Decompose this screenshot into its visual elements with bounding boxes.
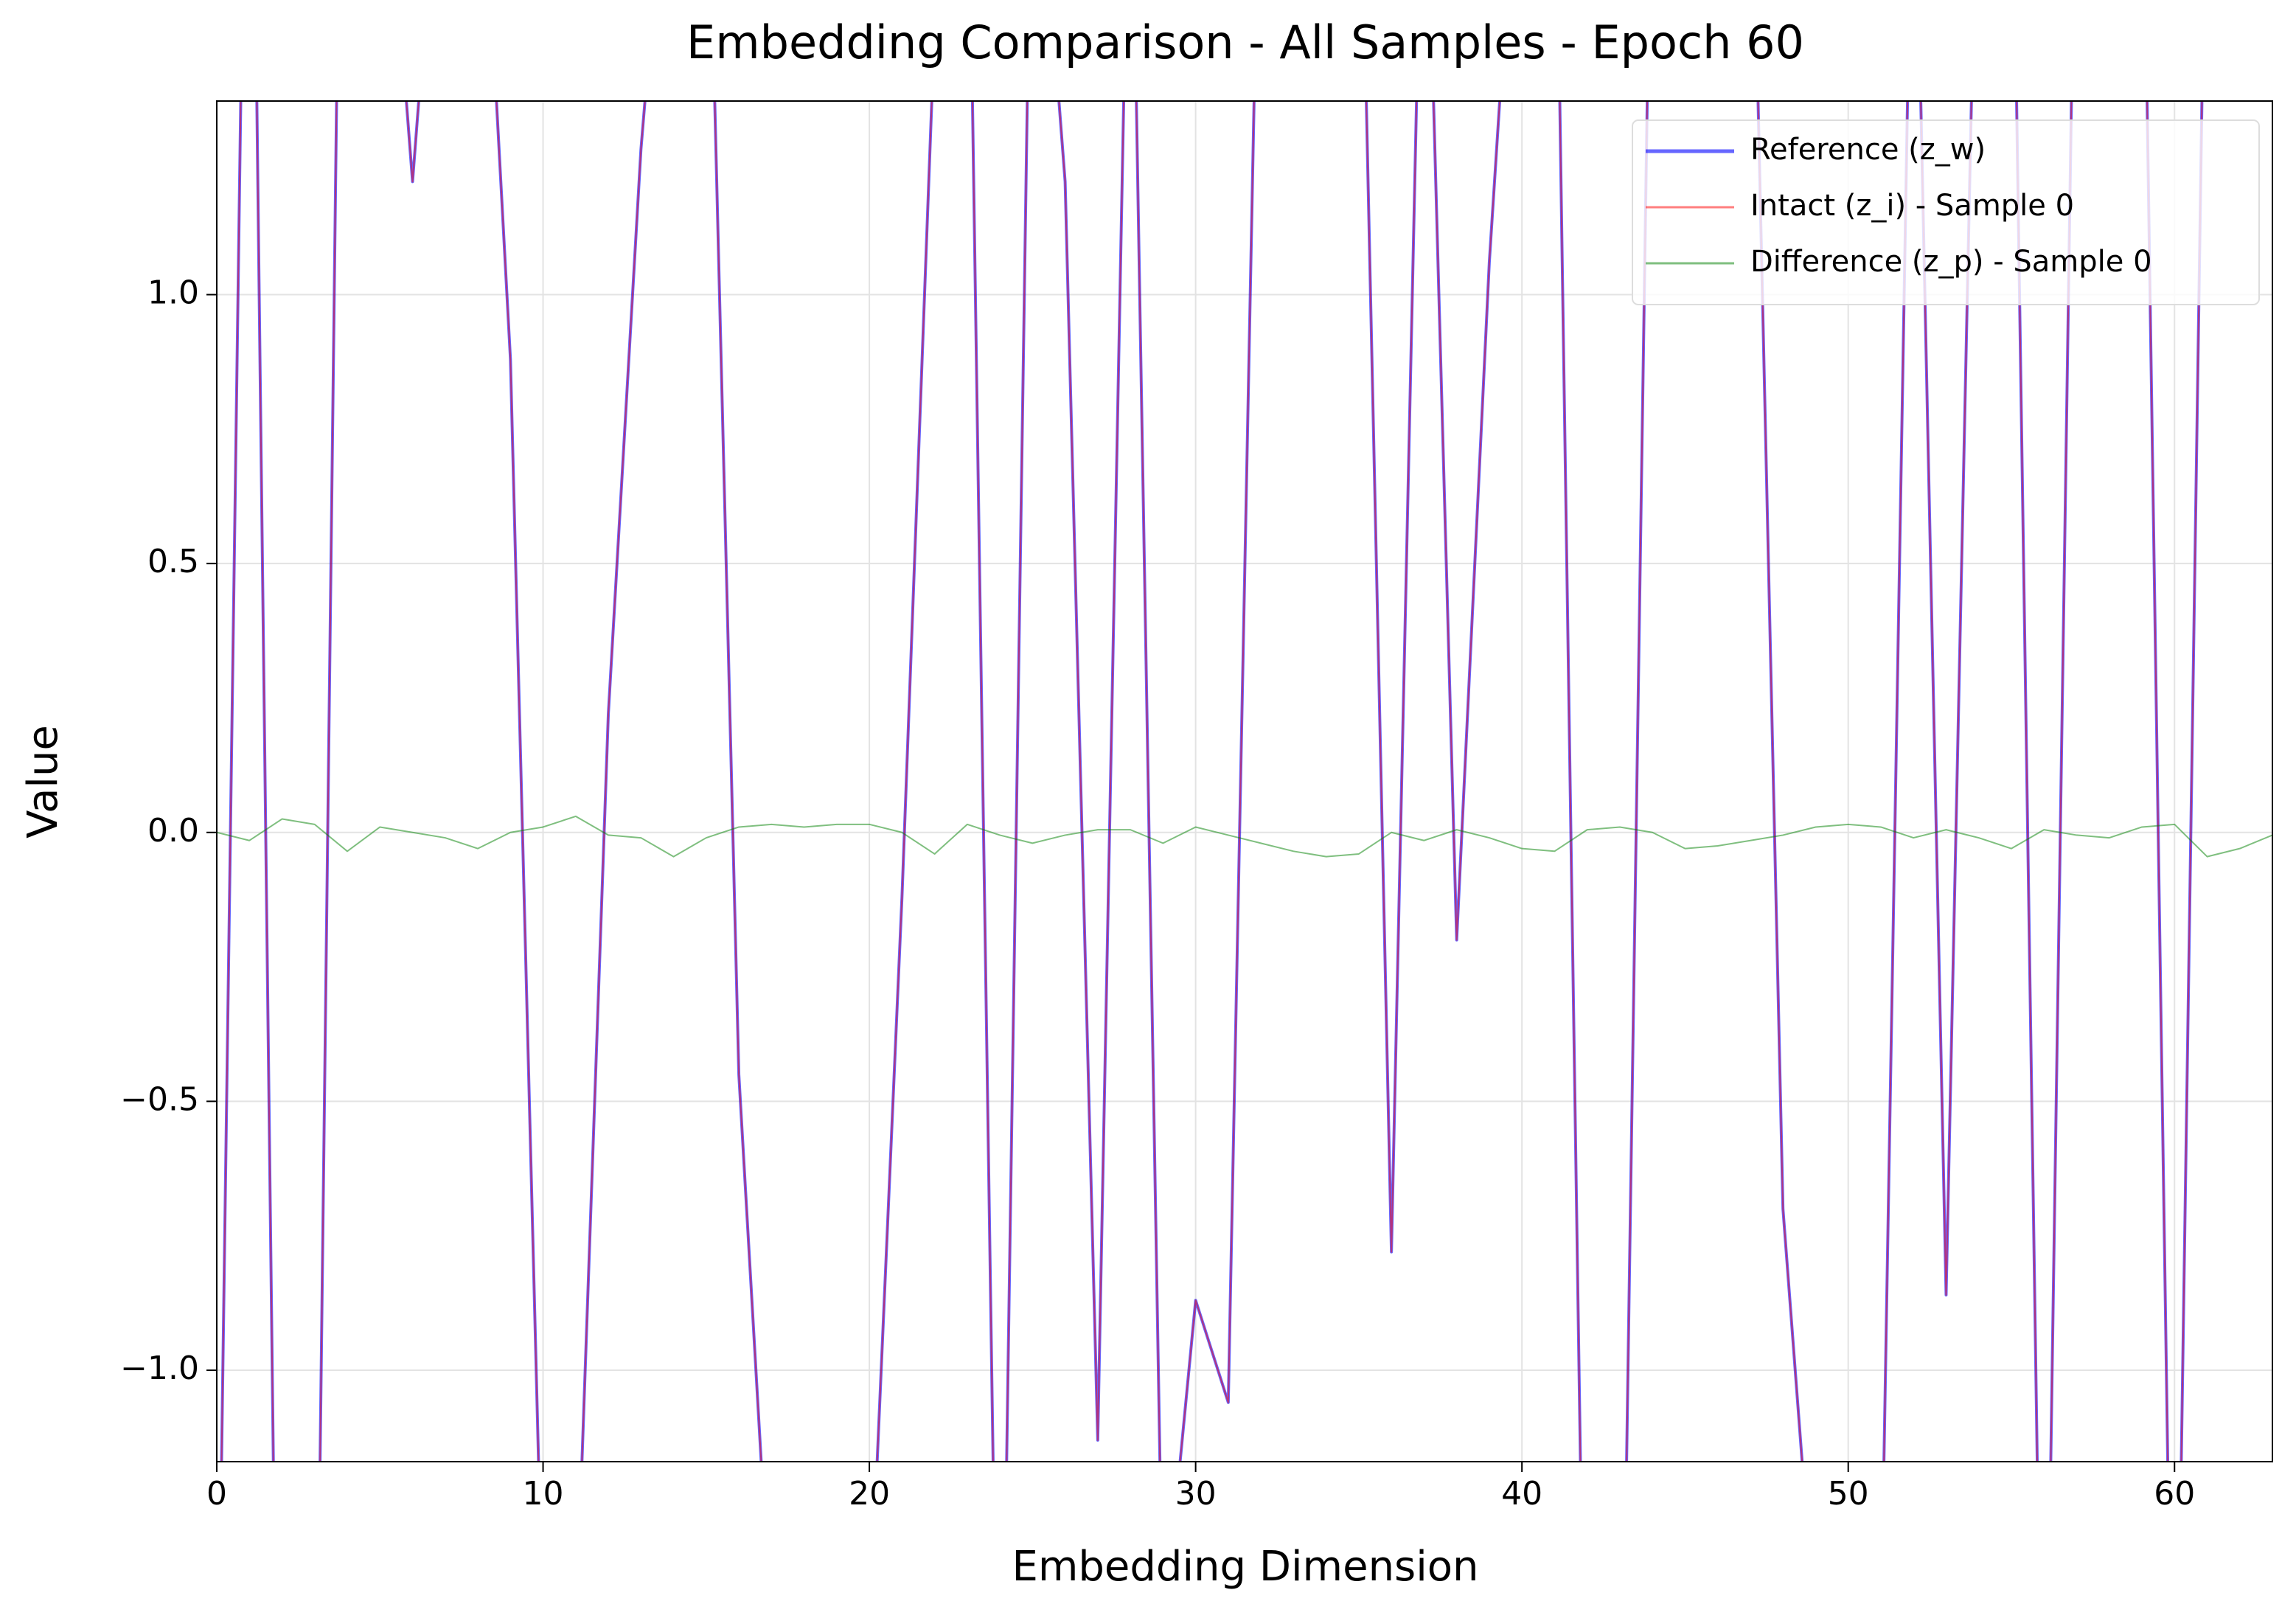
x-tick-label: 50 — [1828, 1475, 1869, 1513]
legend-label: Difference (z_p) - Sample 0 — [1750, 245, 2152, 279]
series-line — [220, 101, 2203, 1462]
y-tick-label: 0.5 — [147, 543, 199, 580]
x-tick-label: 30 — [1175, 1475, 1217, 1513]
y-tick-label: 0.0 — [147, 812, 199, 850]
legend-label: Reference (z_w) — [1750, 133, 1986, 167]
x-tick-label: 20 — [849, 1475, 890, 1513]
plot-frame — [216, 100, 2273, 1462]
chart-title: Embedding Comparison - All Samples - Epo… — [686, 15, 1804, 69]
plot-area — [217, 101, 2272, 1462]
legend-box — [1632, 119, 2260, 305]
x-tick-label: 0 — [206, 1475, 227, 1513]
y-tick-label: 1.0 — [147, 274, 199, 312]
series-line — [217, 815, 2272, 858]
y-tick-label: −0.5 — [120, 1080, 199, 1118]
x-axis-label: Embedding Dimension — [1012, 1543, 1478, 1591]
x-tick-label: 10 — [523, 1475, 564, 1513]
y-tick-label: −1.0 — [120, 1350, 199, 1387]
legend-label: Intact (z_i) - Sample 0 — [1750, 189, 2074, 223]
x-tick-label: 40 — [1501, 1475, 1542, 1513]
x-tick-label: 60 — [2154, 1475, 2195, 1513]
y-axis-label: Value — [19, 725, 67, 838]
